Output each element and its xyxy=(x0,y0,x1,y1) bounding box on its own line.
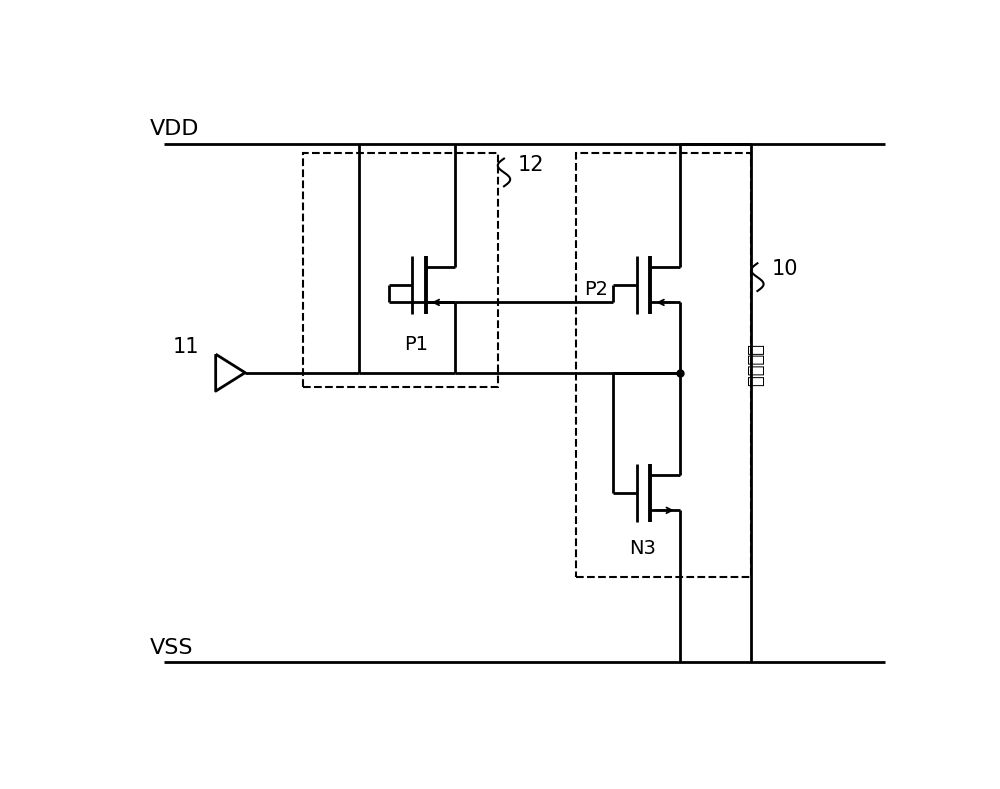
Text: P1: P1 xyxy=(404,335,428,354)
Text: N3: N3 xyxy=(629,539,656,558)
Text: 12: 12 xyxy=(518,155,544,174)
Text: VDD: VDD xyxy=(150,119,199,140)
Text: VSS: VSS xyxy=(150,638,193,657)
Text: 11: 11 xyxy=(173,337,200,357)
Text: 内部电路: 内部电路 xyxy=(745,344,763,387)
Text: 10: 10 xyxy=(771,260,798,279)
Text: P2: P2 xyxy=(585,280,609,299)
